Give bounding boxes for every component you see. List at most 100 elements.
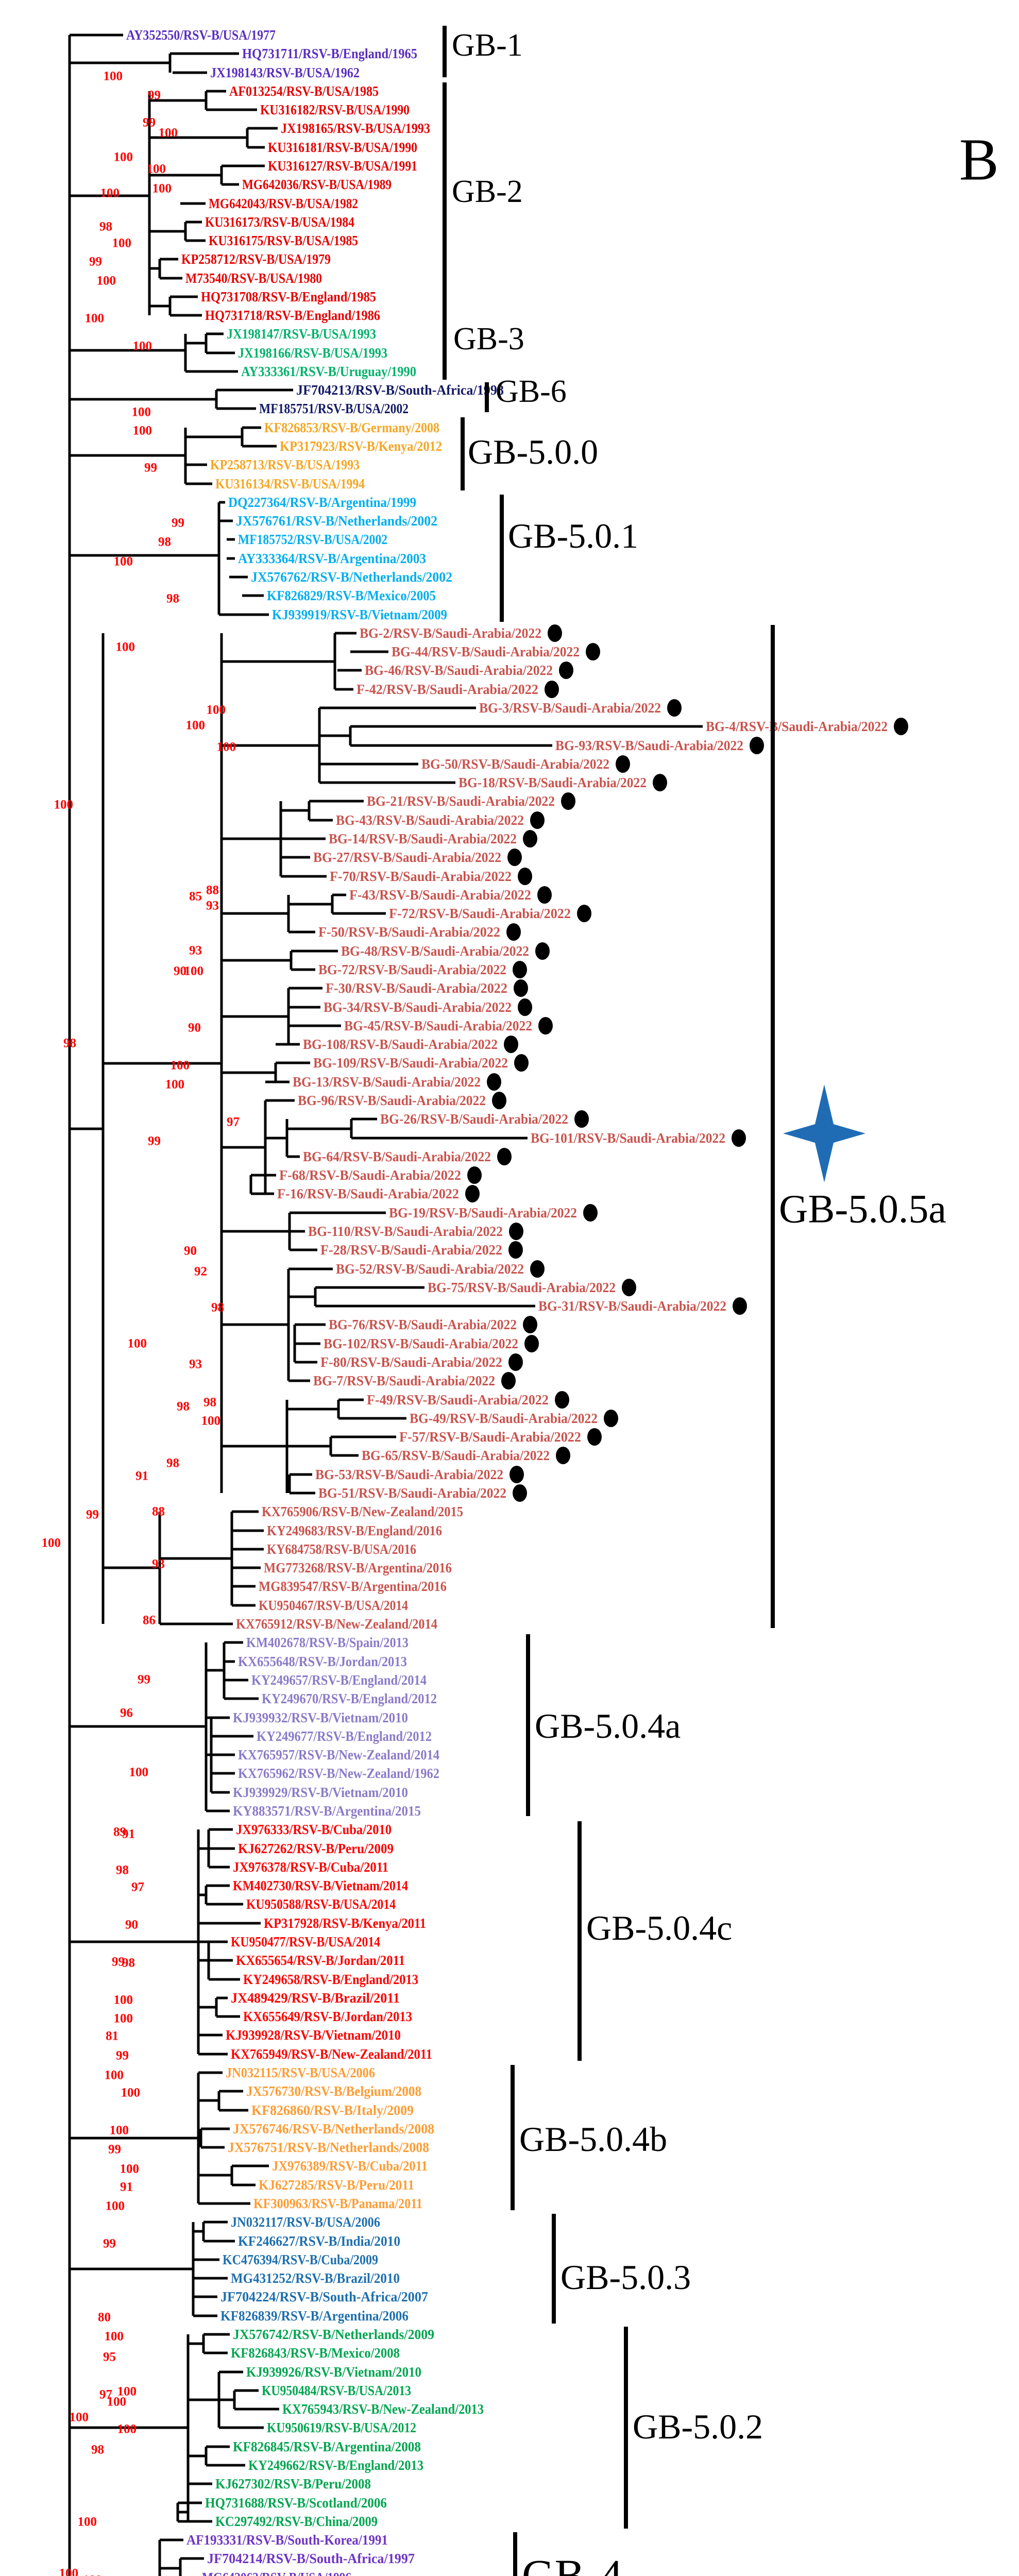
tip-label: KU316127/RSV-B/USA/1991	[268, 158, 417, 174]
tip-label: KY684758/RSV-B/USA/2016	[267, 1541, 416, 1557]
tip-label: F-50/RSV-B/Saudi-Arabia/2022	[318, 924, 500, 940]
tip-label: JX576762/RSV-B/Netherlands/2002	[251, 569, 452, 585]
clade-label: GB-6	[496, 374, 567, 409]
bootstrap-value: 99	[89, 255, 102, 269]
tip-label: F-30/RSV-B/Saudi-Arabia/2022	[326, 980, 507, 996]
tip-label: AY333361/RSV-B/Uruguay/1990	[241, 364, 416, 379]
tip-label: KJ939928/RSV-B/Vietnam/2010	[226, 2027, 401, 2043]
tip-label: JN032117/RSV-B/USA/2006	[231, 2214, 380, 2230]
bootstrap-value: 100	[112, 236, 132, 250]
clade-label: GB-2	[452, 174, 523, 209]
sample-dot-marker	[487, 1073, 501, 1091]
tip-label: MG839547/RSV-B/Argentina/2016	[259, 1579, 447, 1594]
tip-label: MF185751/RSV-B/USA/2002	[259, 401, 409, 416]
bootstrap-value: 80	[98, 2311, 111, 2325]
bootstrap-value: 98	[116, 1863, 129, 1877]
tip-label: KF300963/RSV-B/Panama/2011	[253, 2196, 422, 2211]
bootstrap-value: 98	[166, 592, 179, 606]
sample-dot-marker	[604, 1410, 618, 1427]
bootstrap-value: 90	[174, 964, 186, 978]
clade-label: GB-3	[453, 321, 524, 357]
bootstrap-value: 93	[189, 1358, 202, 1371]
bootstrap-value: 100	[54, 798, 74, 812]
tip-label: BG-44/RSV-B/Saudi-Arabia/2022	[392, 644, 580, 659]
tip-label: M73540/RSV-B/USA/1980	[185, 270, 322, 286]
bootstrap-value: 100	[70, 2411, 89, 2425]
bootstrap-value: 99	[116, 2049, 129, 2063]
tip-label: BG-48/RSV-B/Saudi-Arabia/2022	[341, 943, 529, 959]
sample-dot-marker	[508, 1241, 523, 1259]
tip-label: KU950484/RSV-B/USA/2013	[262, 2383, 411, 2398]
bootstrap-value: 99	[143, 116, 156, 130]
sample-dot-marker	[653, 774, 667, 791]
tip-label: BG-109/RSV-B/Saudi-Arabia/2022	[313, 1055, 508, 1071]
tip-label: KU316182/RSV-B/USA/1990	[260, 102, 410, 117]
bootstrap-value: 98	[211, 1301, 224, 1315]
sample-dot-marker	[467, 1166, 482, 1184]
clade-label: GB-1	[452, 28, 523, 63]
sample-dot-marker	[523, 830, 537, 848]
tip-label: BG-96/RSV-B/Saudi-Arabia/2022	[298, 1093, 486, 1108]
tip-label: BG-2/RSV-B/Saudi-Arabia/2022	[360, 625, 541, 641]
tip-label: KJ627262/RSV-B/Peru/2009	[238, 1841, 394, 1856]
tip-label: BG-43/RSV-B/Saudi-Arabia/2022	[336, 812, 524, 828]
bootstrap-value: 100	[217, 740, 236, 754]
tip-label: BG-51/RSV-B/Saudi-Arabia/2022	[318, 1485, 506, 1501]
bootstrap-value: 98	[177, 1400, 190, 1414]
tip-label: JX576746/RSV-B/Netherlands/2008	[233, 2121, 434, 2137]
bootstrap-value: 100	[100, 187, 120, 200]
tip-label: KJ627285/RSV-B/Peru/2011	[259, 2177, 414, 2193]
tip-label: KM402678/RSV-B/Spain/2013	[246, 1635, 409, 1650]
tip-label: KM402730/RSV-B/Vietnam/2014	[233, 1878, 408, 1893]
sample-dot-marker	[506, 923, 521, 941]
sample-dot-marker	[510, 1466, 524, 1483]
tip-label: BG-4/RSV-B/Saudi-Arabia/2022	[706, 719, 888, 734]
tip-label: BG-7/RSV-B/Saudi-Arabia/2022	[313, 1373, 495, 1388]
bootstrap-value: 99	[148, 89, 161, 103]
bootstrap-value: 100	[105, 2330, 124, 2344]
clade-label: GB-5.0.4a	[535, 1706, 681, 1745]
tip-label: KY249670/RSV-B/England/2012	[262, 1691, 437, 1706]
bootstrap-value: 98	[122, 1956, 135, 1970]
clade-label: GB-5.0.0	[468, 432, 598, 471]
tip-label: KU950588/RSV-B/USA/2014	[246, 1896, 396, 1912]
sample-dot-marker	[538, 1017, 553, 1035]
tip-label: BG-72/RSV-B/Saudi-Arabia/2022	[318, 962, 506, 977]
sample-dot-marker	[501, 1372, 516, 1389]
tip-label: BG-26/RSV-B/Saudi-Arabia/2022	[380, 1111, 568, 1127]
bootstrap-value: 100	[120, 2162, 140, 2176]
tip-label: KF826860/RSV-B/Italy/2009	[251, 2103, 414, 2118]
tip-label: KJ939932/RSV-B/Vietnam/2010	[233, 1710, 408, 1725]
bootstrap-value: 100	[97, 274, 116, 288]
tip-label: BG-19/RSV-B/Saudi-Arabia/2022	[389, 1205, 577, 1221]
tip-label: JX576742/RSV-B/Netherlands/2009	[233, 2327, 434, 2342]
tip-label: JX576730/RSV-B/Belgium/2008	[246, 2083, 421, 2099]
bootstrap-value: 88	[206, 884, 219, 897]
tip-label: KP317923/RSV-B/Kenya/2012	[280, 438, 442, 454]
tip-label: JN032115/RSV-B/USA/2006	[226, 2065, 375, 2080]
bootstrap-value: 100	[85, 312, 105, 326]
bootstrap-value: 100	[114, 2012, 133, 2026]
tip-label: KX765906/RSV-B/New-Zealand/2015	[262, 1504, 463, 1519]
tip-label: KY249657/RSV-B/England/2014	[251, 1672, 427, 1688]
tip-label: KU316134/RSV-B/USA/1994	[215, 476, 365, 492]
tip-label: KY249683/RSV-B/England/2016	[267, 1523, 442, 1538]
bootstrap-value: 98	[166, 1456, 179, 1470]
tip-label: BG-31/RSV-B/Saudi-Arabia/2022	[538, 1298, 726, 1314]
clade-label: GB-5.0.1	[508, 516, 638, 555]
tip-label: JX576761/RSV-B/Netherlands/2002	[236, 513, 437, 529]
tip-label: F-16/RSV-B/Saudi-Arabia/2022	[277, 1186, 459, 1201]
tip-label: KY883571/RSV-B/Argentina/2015	[233, 1803, 421, 1819]
sample-dot-marker	[622, 1279, 636, 1296]
tip-label: KF826839/RSV-B/Argentina/2006	[220, 2308, 409, 2324]
bootstrap-value: 93	[189, 944, 202, 958]
bootstrap-value: 91	[120, 2180, 133, 2194]
sample-dot-marker	[616, 755, 630, 773]
bootstrap-value: 99	[172, 516, 184, 530]
tip-label: BG-110/RSV-B/Saudi-Arabia/2022	[308, 1224, 503, 1239]
tip-label: JX976389/RSV-B/Cuba/2011	[272, 2158, 428, 2174]
bootstrap-value: 81	[106, 2029, 118, 2043]
bootstrap-value: 97	[131, 1880, 144, 1894]
sample-dot-marker	[518, 998, 532, 1016]
